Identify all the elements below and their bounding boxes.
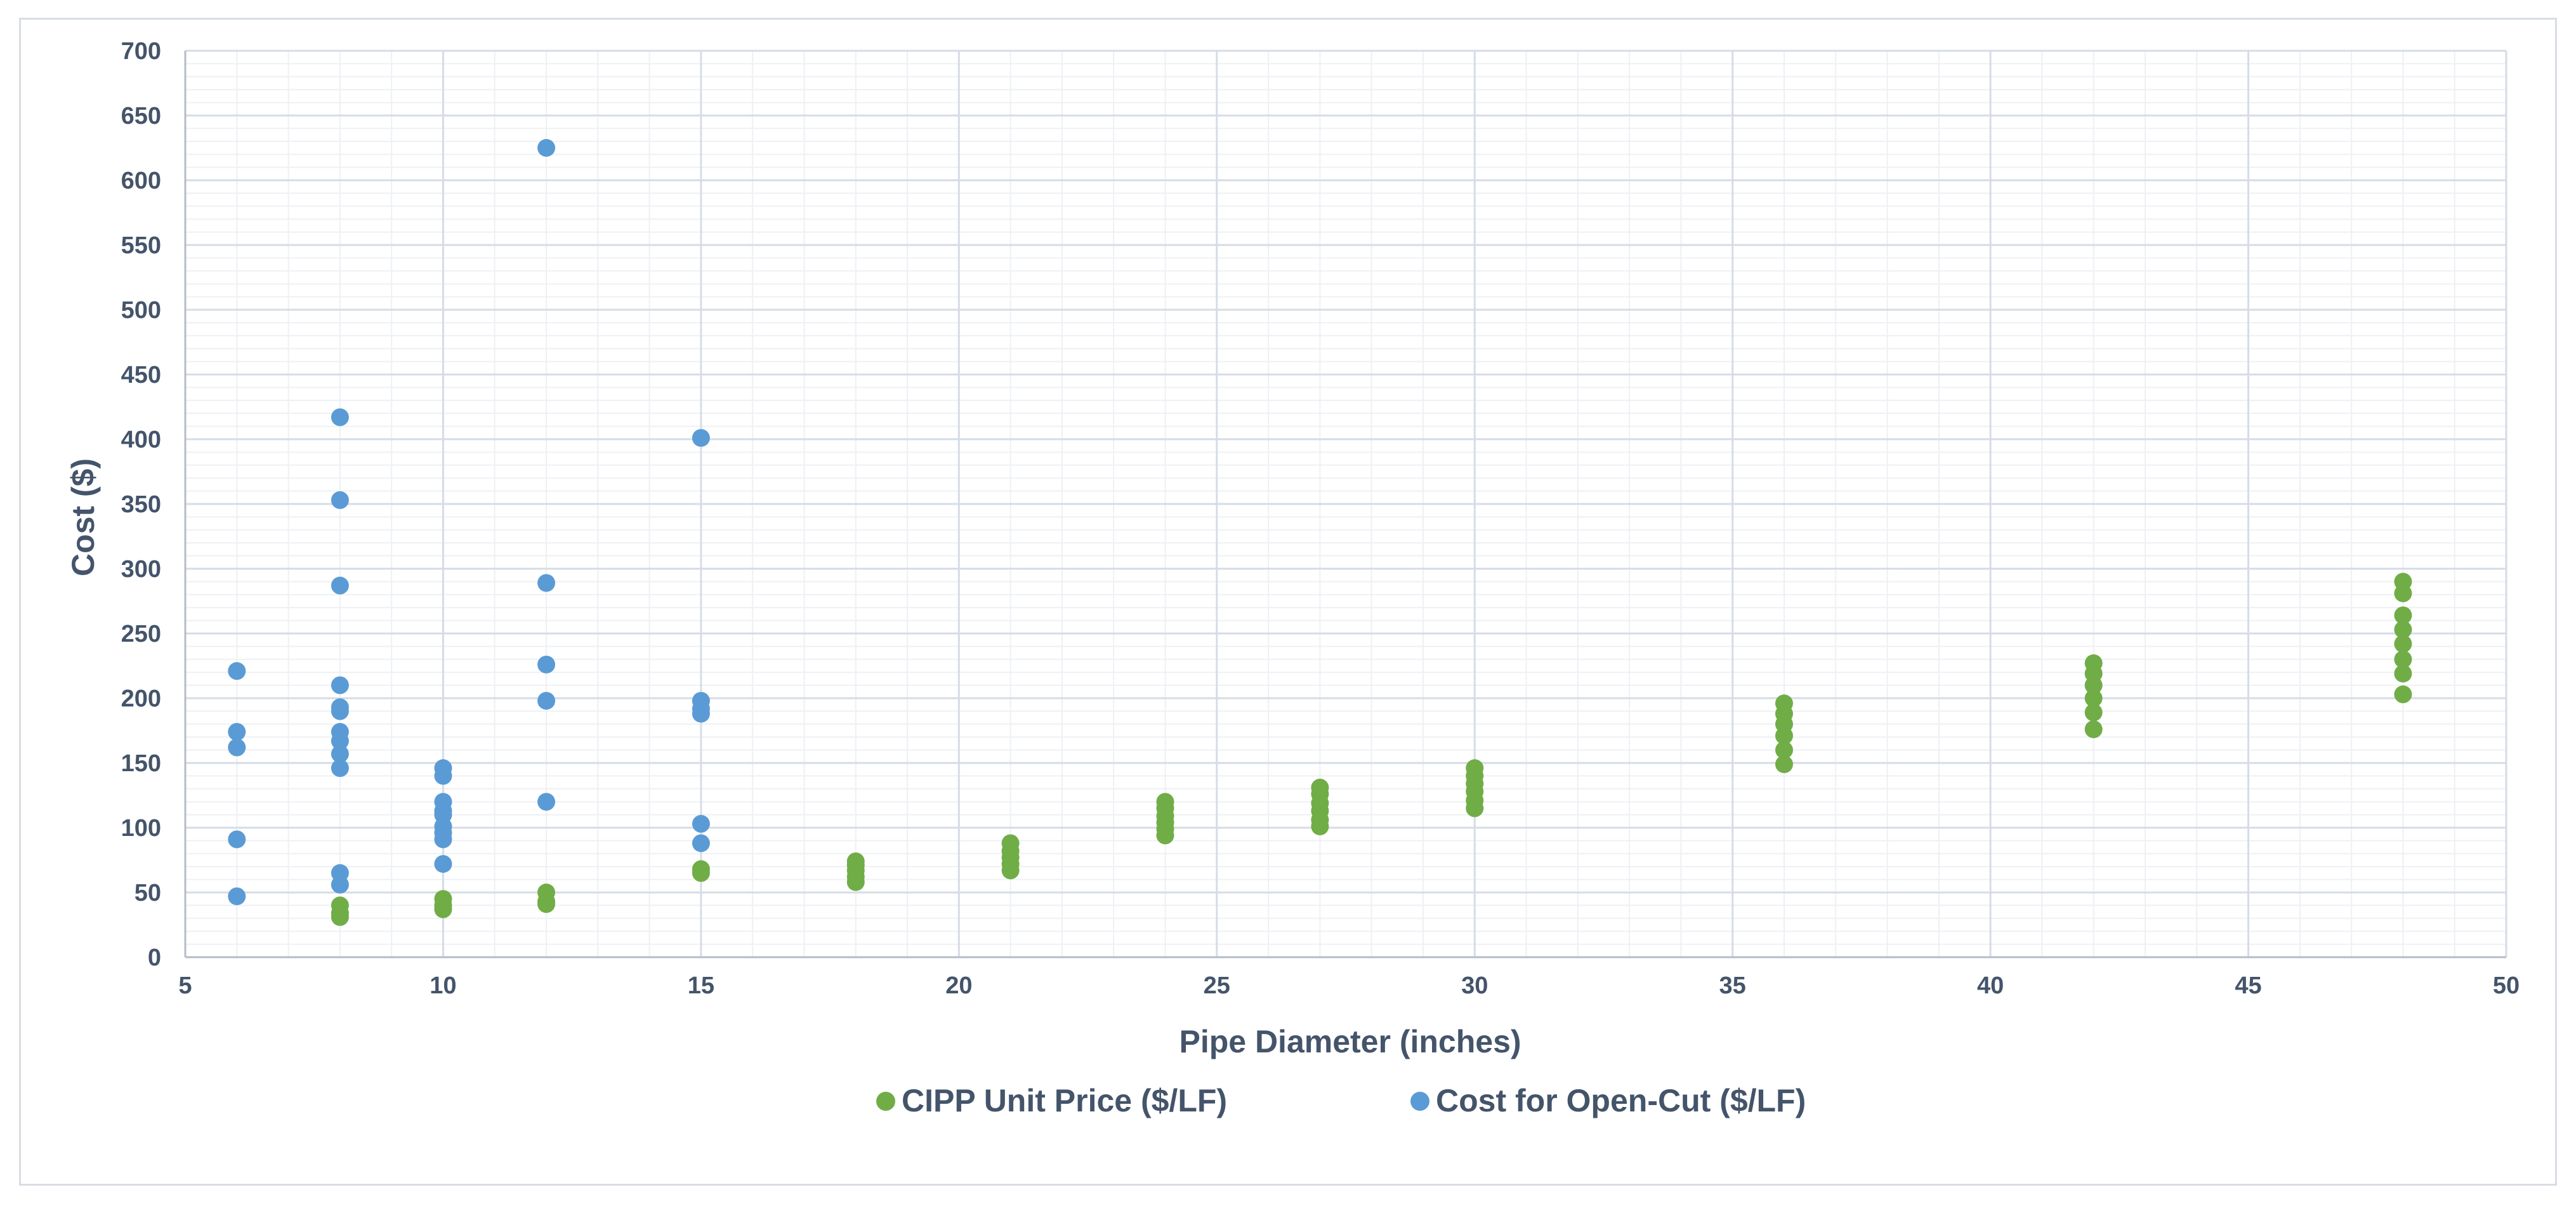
y-tick-label: 700 (121, 38, 161, 65)
cipp-point (2394, 606, 2412, 625)
legend-marker-cipp (876, 1092, 895, 1111)
major-gridlines (185, 50, 2507, 957)
cipp-point (2394, 620, 2412, 639)
cipp-point (537, 884, 556, 901)
open-cut-point (434, 759, 452, 778)
legend: CIPP Unit Price ($/LF) Cost for Open-Cut… (876, 1083, 1806, 1118)
legend-marker-open-cut (1410, 1092, 1429, 1111)
open-cut-point (331, 759, 349, 778)
x-tick-labels: 5 10 15 20 25 30 35 40 45 50 (178, 972, 2520, 999)
x-tick-label: 40 (1977, 972, 2004, 999)
cipp-point (2394, 685, 2412, 703)
cipp-point (1775, 741, 1793, 759)
cipp-point (331, 896, 349, 915)
x-tick-label: 35 (1719, 972, 1746, 999)
cipp-point (1775, 755, 1793, 774)
data-points (228, 139, 2412, 926)
y-tick-label: 0 (148, 944, 161, 971)
cipp-point (1466, 759, 1484, 778)
cipp-point (2394, 665, 2412, 683)
cipp-point (1311, 778, 1329, 797)
open-cut-point (228, 887, 246, 906)
series-open-cut (228, 139, 710, 906)
y-tick-label: 300 (121, 556, 161, 583)
y-tick-label: 500 (121, 297, 161, 324)
legend-label-open-cut: Cost for Open-Cut ($/LF) (1436, 1083, 1806, 1118)
y-tick-label: 550 (121, 232, 161, 259)
axes (184, 51, 2506, 958)
y-tick-labels: 0 50 100 150 200 250 300 350 400 450 500 550 600 650 7… (121, 38, 161, 971)
y-tick-label: 450 (121, 362, 161, 388)
open-cut-point (228, 723, 246, 741)
open-cut-point (537, 574, 556, 592)
y-tick-label: 100 (121, 815, 161, 842)
open-cut-point (434, 855, 452, 873)
x-axis-title: Pipe Diameter (inches) (1179, 1024, 1521, 1059)
open-cut-point (331, 864, 349, 882)
x-tick-label: 25 (1204, 972, 1230, 999)
cipp-point (846, 852, 865, 871)
x-tick-label: 45 (2235, 972, 2261, 999)
cipp-point (1156, 793, 1174, 811)
x-tick-label: 20 (945, 972, 972, 999)
open-cut-point (434, 793, 452, 811)
y-axis-title: Cost ($) (65, 458, 101, 576)
open-cut-point (228, 738, 246, 757)
open-cut-point (331, 676, 349, 694)
x-tick-label: 15 (688, 972, 714, 999)
open-cut-point (692, 428, 710, 447)
y-tick-label: 650 (121, 103, 161, 129)
cipp-point (692, 860, 710, 878)
cipp-point (2084, 703, 2103, 722)
open-cut-point (331, 408, 349, 427)
open-cut-point (537, 692, 556, 710)
y-tick-label: 250 (121, 621, 161, 647)
open-cut-point (331, 745, 349, 763)
open-cut-point (692, 692, 710, 710)
x-tick-label: 5 (178, 972, 192, 999)
y-tick-label: 150 (121, 750, 161, 777)
cipp-point (434, 890, 452, 908)
open-cut-point (331, 576, 349, 595)
cipp-point (1001, 834, 1020, 852)
x-tick-label: 50 (2493, 972, 2520, 999)
cipp-point (2084, 720, 2103, 738)
open-cut-point (228, 662, 246, 680)
open-cut-point (537, 139, 556, 157)
open-cut-point (228, 830, 246, 849)
y-tick-label: 200 (121, 686, 161, 712)
y-tick-label: 350 (121, 491, 161, 518)
open-cut-point (692, 814, 710, 833)
cipp-point (2394, 650, 2412, 668)
cipp-point (2394, 573, 2412, 591)
y-tick-label: 600 (121, 168, 161, 194)
cipp-point (2394, 635, 2412, 653)
x-tick-label: 30 (1461, 972, 1488, 999)
open-cut-point (537, 655, 556, 673)
series-cipp (331, 573, 2412, 926)
open-cut-point (692, 834, 710, 852)
chart-frame (19, 18, 2557, 1186)
cipp-point (2084, 689, 2103, 707)
legend-label-cipp: CIPP Unit Price ($/LF) (902, 1083, 1227, 1118)
x-tick-label: 10 (430, 972, 456, 999)
open-cut-point (331, 491, 349, 509)
y-tick-label: 50 (135, 880, 161, 906)
cipp-point (1775, 694, 1793, 713)
open-cut-point (331, 698, 349, 717)
open-cut-point (537, 793, 556, 811)
cipp-point (2084, 654, 2103, 672)
y-tick-label: 400 (121, 427, 161, 453)
open-cut-point (331, 723, 349, 741)
